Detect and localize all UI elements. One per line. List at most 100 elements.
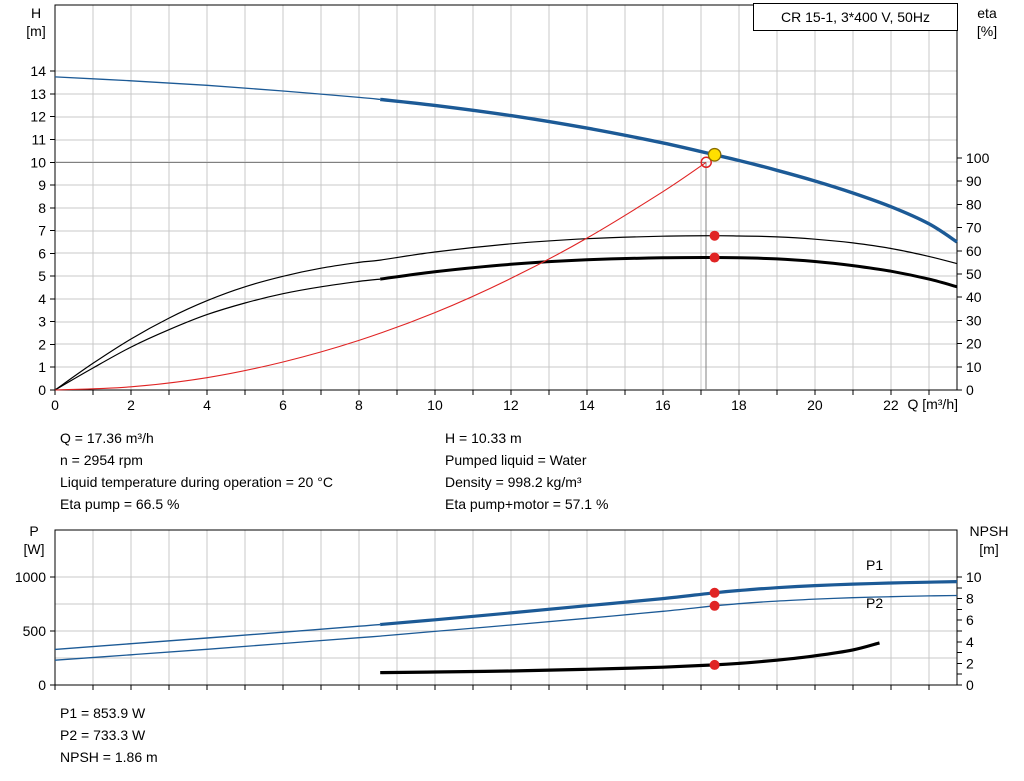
- tick-label-left: 11: [31, 132, 46, 148]
- p2-point: [709, 600, 720, 611]
- duty-details-left: Q = 17.36 m³/h n = 2954 rpm Liquid tempe…: [60, 427, 333, 515]
- tick-label-right: 20: [966, 336, 982, 352]
- tick-label-left: 0: [38, 382, 46, 398]
- detail-p1: P1 = 853.9 W: [60, 705, 146, 721]
- plot-frame: [54, 529, 958, 686]
- duty-point: [707, 147, 722, 162]
- detail-liquid-temp: Liquid temperature during operation = 20…: [60, 474, 333, 490]
- tick-label-left: 4: [38, 291, 46, 307]
- axis-tick-labels: 0 500 1000 0 2 4 6 8 10: [15, 569, 982, 693]
- detail-pumped-liquid: Pumped liquid = Water: [445, 452, 587, 468]
- tick-label-bottom: 14: [579, 397, 595, 413]
- q-axis-title: Q [m³/h]: [907, 396, 958, 412]
- p1-curve: [54, 580, 958, 651]
- detail-head: H = 10.33 m: [445, 430, 522, 446]
- tick-label-bottom: 8: [355, 397, 363, 413]
- tick-label-left: 7: [38, 223, 46, 239]
- tick-label-left: 9: [38, 177, 46, 193]
- tick-label-left: 14: [30, 63, 46, 79]
- npsh-axis-title: NPSH [m]: [958, 522, 1020, 558]
- tick-label-bottom: 18: [731, 397, 747, 413]
- p-axis-unit: [W]: [23, 541, 45, 557]
- tick-label-left: 1000: [15, 569, 46, 585]
- tick-label-left: 8: [38, 200, 46, 216]
- axis-ticks: [50, 576, 962, 690]
- detail-density: Density = 998.2 kg/m³: [445, 474, 582, 490]
- tick-label-right: 10: [966, 569, 982, 585]
- p-axis-title: P [W]: [12, 522, 56, 558]
- p1-curve-thin: [54, 623, 381, 651]
- npsh-axis-unit: [m]: [979, 541, 999, 557]
- head-curve-thick: [380, 97, 958, 244]
- tick-label-bottom: 22: [883, 397, 899, 413]
- tick-label-bottom: 2: [127, 397, 135, 413]
- detail-eta-pump-motor: Eta pump+motor = 57.1 %: [445, 496, 609, 512]
- pump-model-box: CR 15-1, 3*400 V, 50Hz: [753, 3, 958, 31]
- tick-label-right: 90: [966, 173, 982, 189]
- axis-tick-labels: 0123456789101112131401020304050607080901…: [30, 63, 989, 413]
- head-efficiency-chart: 0123456789101112131401020304050607080901…: [30, 4, 990, 413]
- p1-point: [709, 587, 720, 598]
- tick-label-right: 2: [966, 655, 974, 671]
- tick-label-left: 12: [30, 109, 46, 125]
- tick-label-right: 0: [966, 677, 974, 693]
- tick-label-bottom: 10: [427, 397, 443, 413]
- detail-eta-pump: Eta pump = 66.5 %: [60, 496, 180, 512]
- tick-label-right: 0: [966, 382, 974, 398]
- h-axis-symbol: H: [30, 5, 42, 21]
- tick-label-right: 60: [966, 243, 982, 259]
- p1-curve-label: P1: [866, 557, 883, 573]
- tick-label-bottom: 20: [807, 397, 823, 413]
- eta-pump-motor-curve-thin: [54, 278, 381, 391]
- p2-curve-label: P2: [866, 595, 883, 611]
- eta-axis-title: eta [%]: [964, 4, 1010, 40]
- tick-label-left: 5: [38, 268, 46, 284]
- tick-label-right: 50: [966, 266, 982, 282]
- tick-label-left: 500: [23, 623, 47, 639]
- eta-pump-curve-path: [54, 235, 958, 391]
- power-details: P1 = 853.9 W P2 = 733.3 W NPSH = 1.86 m: [60, 702, 158, 768]
- duty-crosshair: [55, 161, 707, 390]
- tick-label-right: 40: [966, 289, 982, 305]
- tick-label-right: 6: [966, 612, 974, 628]
- h-axis-unit: [m]: [26, 23, 46, 39]
- tick-label-right: 8: [966, 591, 974, 607]
- gridlines: [55, 5, 957, 390]
- detail-npsh: NPSH = 1.86 m: [60, 749, 158, 765]
- tick-label-left: 6: [38, 245, 46, 261]
- eta-pump-point: [709, 230, 720, 241]
- tick-label-right: 30: [966, 312, 982, 328]
- tick-label-right: 70: [966, 220, 982, 236]
- npsh-point: [709, 659, 720, 670]
- tick-label-bottom: 0: [51, 397, 59, 413]
- eta-pump-motor-curve-thick: [380, 255, 958, 289]
- p2-curve: [54, 594, 958, 661]
- system-curve-curve: [54, 161, 707, 391]
- tick-label-bottom: 4: [203, 397, 211, 413]
- plot-frame: [54, 4, 958, 391]
- tick-label-bottom: 12: [503, 397, 519, 413]
- duty-details-right: H = 10.33 m Pumped liquid = Water Densit…: [445, 427, 608, 515]
- tick-label-left: 13: [30, 86, 46, 102]
- p-axis-symbol: P: [29, 523, 39, 539]
- head-curve-thin: [54, 76, 381, 101]
- tick-label-left: 1: [38, 359, 46, 375]
- power-npsh-chart: P1 P2 0 500 1000 0 2 4 6 8 10: [15, 529, 982, 693]
- tick-label-left: 10: [30, 154, 46, 170]
- eta-axis-unit: [%]: [976, 23, 998, 39]
- detail-speed: n = 2954 rpm: [60, 452, 143, 468]
- tick-label-right: 4: [966, 634, 974, 650]
- tick-label-left: 0: [38, 677, 46, 693]
- gridlines: [55, 530, 957, 685]
- detail-flow: Q = 17.36 m³/h: [60, 430, 154, 446]
- tick-label-left: 3: [38, 314, 46, 330]
- p1-curve-thick: [380, 580, 958, 627]
- tick-label-right: 100: [966, 150, 990, 166]
- detail-p2: P2 = 733.3 W: [60, 727, 146, 743]
- p2-curve-path: [54, 594, 958, 661]
- eta-pump-curve: [54, 235, 958, 391]
- eta-pump-motor-point: [709, 252, 720, 263]
- eta-pump-motor-curve: [54, 255, 958, 391]
- eta-axis-symbol: eta: [977, 5, 997, 21]
